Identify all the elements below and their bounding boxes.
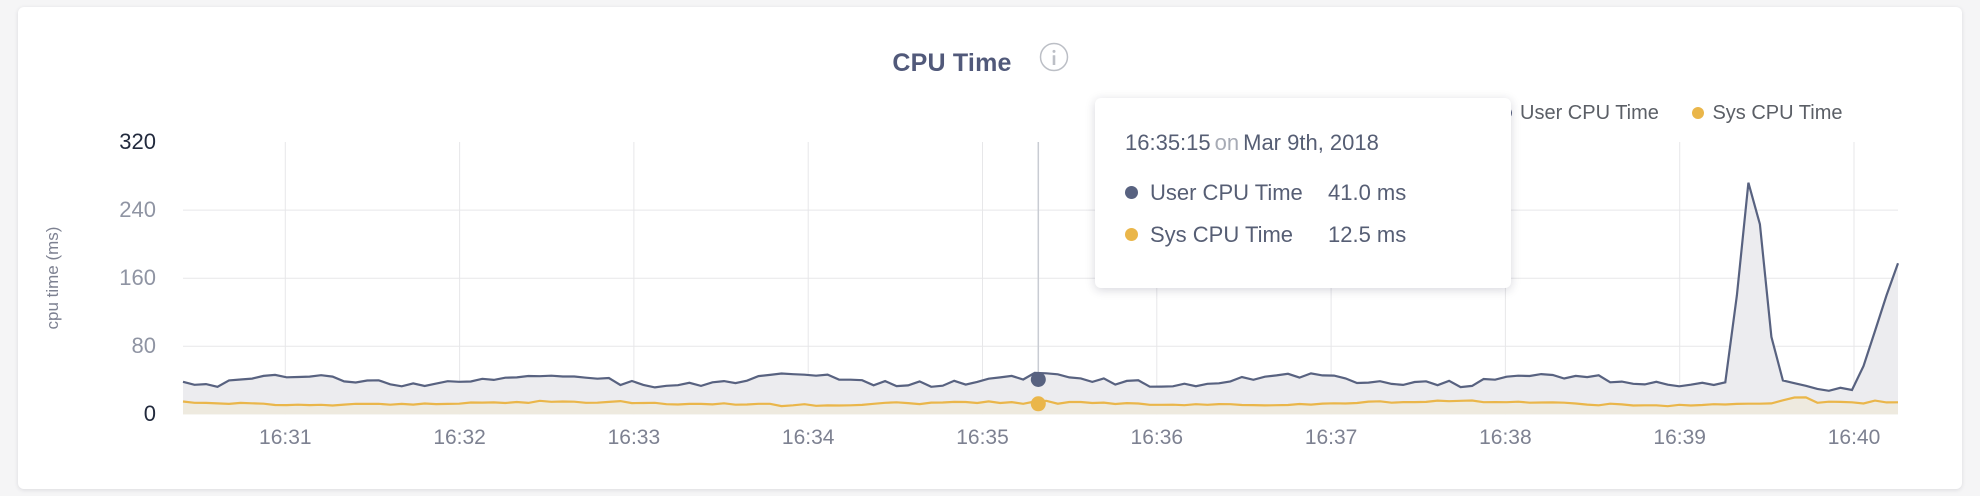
svg-text:160: 160 [119,265,156,290]
svg-text:16:34: 16:34 [782,426,835,449]
svg-text:16:36: 16:36 [1131,426,1184,449]
svg-text:80: 80 [132,333,156,358]
svg-text:16:40: 16:40 [1828,426,1881,449]
svg-text:16:32: 16:32 [433,426,486,449]
svg-text:16:38: 16:38 [1479,426,1532,449]
svg-text:16:37: 16:37 [1305,426,1358,449]
svg-text:16:35: 16:35 [956,426,1009,449]
svg-text:320: 320 [119,129,156,154]
svg-text:240: 240 [119,197,156,222]
svg-text:16:31: 16:31 [259,426,312,449]
svg-text:16:33: 16:33 [608,426,661,449]
svg-text:16:39: 16:39 [1653,426,1706,449]
svg-text:cpu time (ms): cpu time (ms) [43,227,62,330]
svg-text:0: 0 [144,401,156,426]
